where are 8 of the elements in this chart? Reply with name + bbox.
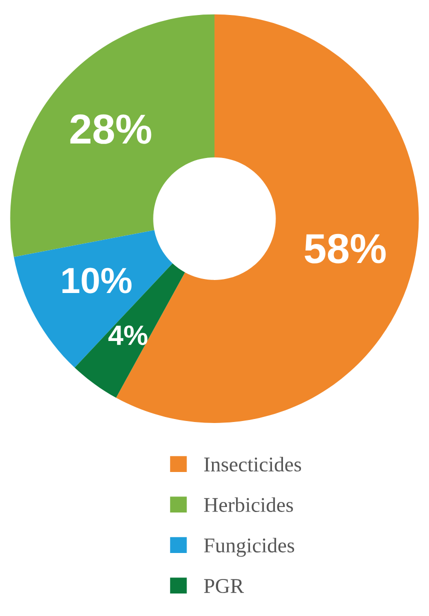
legend-label: Herbicides [204,497,293,512]
data-label: 58% [304,234,386,264]
legend-label: Fungicides [204,538,294,557]
data-label: 4% [108,326,148,346]
legend-label: PGR [204,579,244,594]
data-label: 10% [62,268,132,294]
data-label: 28% [70,114,152,144]
legend-label: Insecticides [204,456,302,472]
